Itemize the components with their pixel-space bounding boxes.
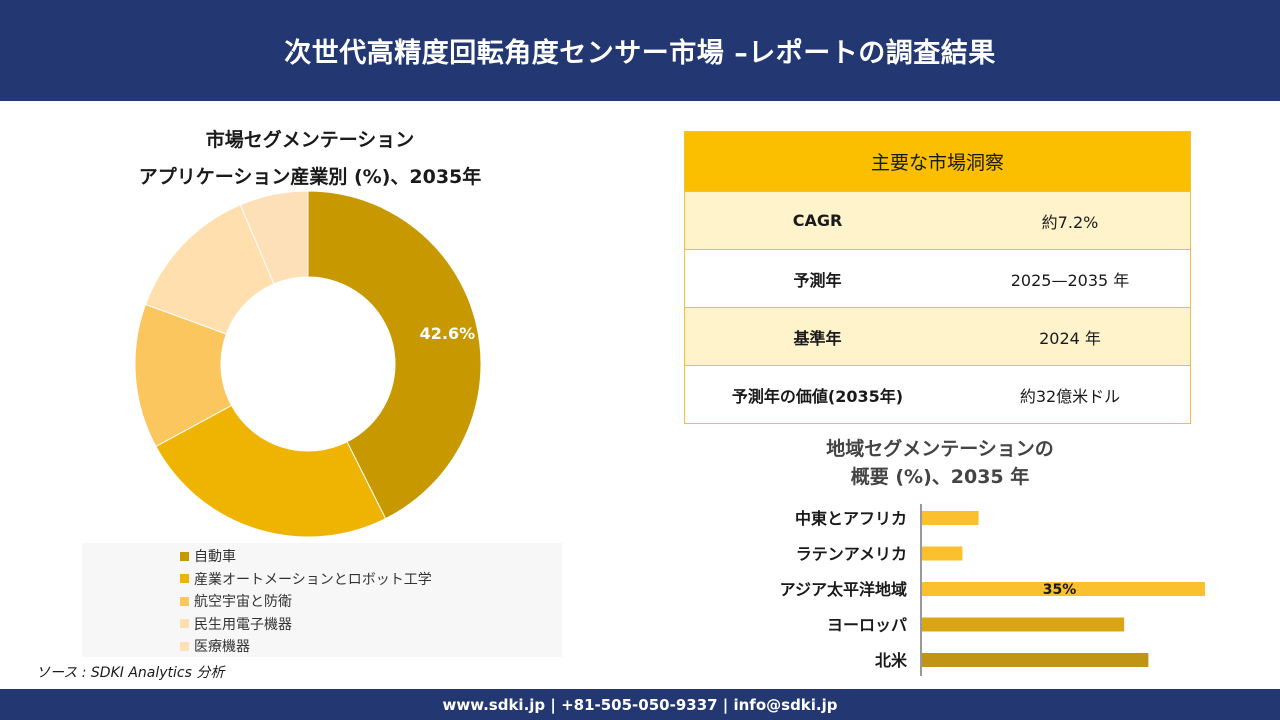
donut-slice-2 bbox=[155, 404, 387, 538]
legend-item: 航空宇宙と防衛 bbox=[180, 590, 562, 613]
donut-legend: 自動車産業オートメーションとロボット工学 航空宇宙と防衛 民生用電子機器 医療機器 bbox=[82, 543, 562, 657]
insight-key: 予測年 bbox=[793, 270, 842, 290]
insights-row: 予測年 2025—2035 年 bbox=[685, 249, 1190, 307]
report-header: 次世代高精度回転角度センサー市場 –レポートの調査結果 bbox=[0, 0, 1280, 101]
donut-chart-subtitle: アプリケーション産業別 (%)、2035年 bbox=[138, 166, 482, 188]
bar-category-label: アジア太平洋地域 bbox=[780, 580, 907, 599]
legend-label: 産業オートメーションとロボット工学 bbox=[194, 571, 432, 588]
insight-value: 2024 年 bbox=[1039, 328, 1101, 348]
bar-category-label: ヨーロッパ bbox=[827, 616, 907, 635]
bar-3 bbox=[922, 582, 1205, 596]
bar-chart-subtitle: 概要 (%)、2035 年 bbox=[850, 466, 1030, 488]
donut-data-label: 42.6% bbox=[420, 324, 476, 343]
legend-swatch bbox=[180, 574, 189, 584]
bar-5 bbox=[922, 653, 1149, 667]
insights-row: CAGR 約7.2% bbox=[685, 191, 1190, 249]
insight-value: 約32億米ドル bbox=[1019, 386, 1121, 406]
donut-chart-title: 市場セグメンテーション bbox=[205, 129, 415, 151]
legend-label: 民生用電子機器 bbox=[194, 616, 292, 633]
legend-item: 自動車 bbox=[180, 545, 562, 568]
legend-label: 航空宇宙と防衛 bbox=[194, 594, 292, 611]
insight-key: 予測年の価値(2035年) bbox=[731, 386, 904, 406]
legend-swatch bbox=[180, 619, 189, 629]
source-note: ソース : SDKI Analytics 分析 bbox=[36, 665, 225, 681]
donut-slice-5 bbox=[239, 190, 309, 285]
insights-row: 基準年 2024 年 bbox=[685, 307, 1190, 365]
legend-item: 医療機器 bbox=[180, 635, 562, 658]
bar-1 bbox=[922, 511, 979, 525]
legend-label: 医療機器 bbox=[194, 639, 250, 656]
legend-swatch bbox=[180, 551, 189, 561]
legend-swatch bbox=[180, 641, 189, 651]
bar-chart-title: 地域セグメンテーションの bbox=[826, 438, 1054, 460]
bar-category-label: ラテンアメリカ bbox=[796, 545, 907, 564]
donut-slice-1 bbox=[307, 190, 482, 520]
bar-4 bbox=[922, 617, 1125, 632]
insight-key: 基準年 bbox=[793, 328, 842, 348]
insights-row: 予測年の価値(2035年) 約32億米ドル bbox=[685, 365, 1190, 423]
insight-key: CAGR bbox=[792, 211, 843, 230]
contact-footer: www.sdki.jp | +81-505-050-9337 | info@sd… bbox=[0, 689, 1280, 720]
report-title: 次世代高精度回転角度センサー市場 –レポートの調査結果 bbox=[284, 38, 996, 69]
contact-info: www.sdki.jp | +81-505-050-9337 | info@sd… bbox=[442, 695, 838, 714]
bar-category-label: 中東とアフリカ bbox=[795, 509, 907, 528]
bar-data-label: 35% bbox=[1043, 582, 1077, 598]
bar-category-label: 北米 bbox=[875, 651, 908, 670]
market-insights-table: 主要な市場洞察 CAGR 約7.2% 予測年 2025—2035 年 基準年 2… bbox=[684, 131, 1191, 424]
legend-label: 自動車 bbox=[194, 549, 236, 566]
insight-value: 2025—2035 年 bbox=[1010, 270, 1130, 290]
legend-item: 産業オートメーションとロボット工学 bbox=[180, 568, 562, 591]
legend-swatch bbox=[180, 596, 189, 606]
legend-item: 民生用電子機器 bbox=[180, 613, 562, 636]
insight-value: 約7.2% bbox=[1041, 212, 1099, 232]
insights-table-title: 主要な市場洞察 bbox=[685, 132, 1190, 191]
application-donut-chart: 42.6% bbox=[134, 190, 482, 538]
bar-2 bbox=[922, 546, 963, 561]
